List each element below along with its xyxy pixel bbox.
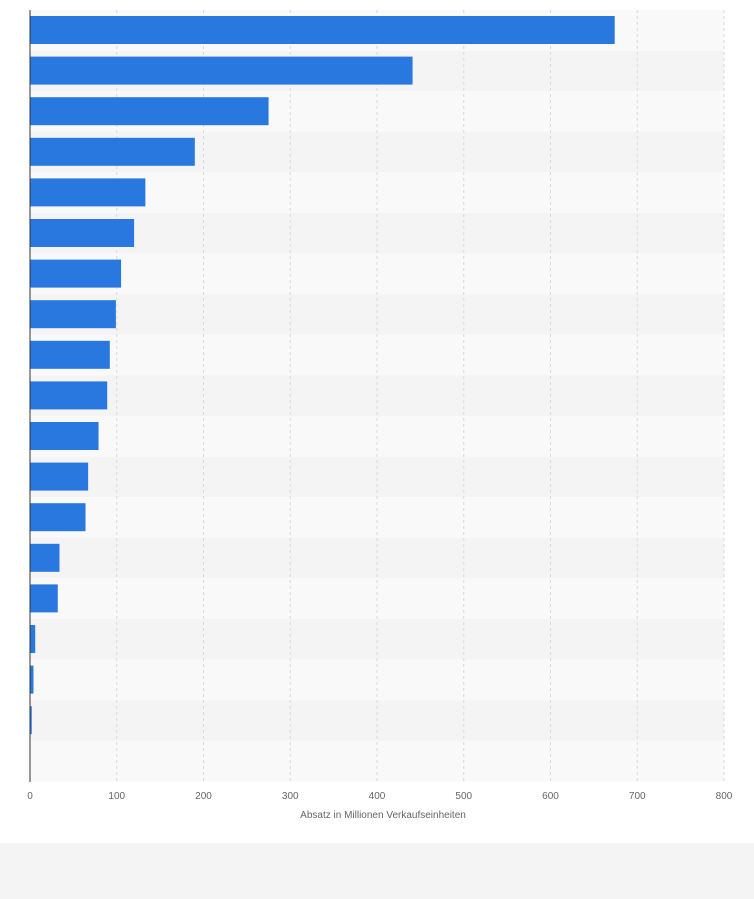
bar	[30, 97, 269, 126]
x-axis-ticks: 0 100 200 300 400 500 600 700 800	[27, 791, 733, 802]
bar	[30, 300, 116, 329]
bar	[30, 543, 60, 572]
x-tick-label: 0	[27, 791, 33, 802]
bar	[30, 422, 99, 450]
bar	[30, 259, 122, 288]
bar	[30, 16, 615, 44]
bar	[30, 178, 146, 207]
x-tick-label: 800	[716, 791, 733, 802]
bar	[30, 137, 195, 166]
bar	[30, 462, 89, 491]
x-tick-label: 700	[629, 791, 646, 802]
x-axis-title: Absatz in Millionen Verkaufseinheiten	[300, 810, 466, 821]
bar	[30, 706, 32, 735]
bar	[30, 503, 86, 532]
bars	[30, 16, 615, 735]
footer-band	[0, 843, 754, 899]
bar	[30, 665, 34, 694]
bar	[30, 625, 36, 653]
x-tick-label: 300	[282, 791, 299, 802]
x-tick-label: 600	[542, 791, 559, 802]
bar	[30, 219, 135, 247]
bar	[30, 584, 58, 613]
bar	[30, 381, 108, 410]
x-tick-label: 200	[195, 791, 212, 802]
bar	[30, 340, 110, 369]
bar	[30, 56, 413, 85]
x-tick-label: 400	[369, 791, 386, 802]
x-tick-label: 100	[108, 791, 125, 802]
x-tick-label: 500	[455, 791, 472, 802]
